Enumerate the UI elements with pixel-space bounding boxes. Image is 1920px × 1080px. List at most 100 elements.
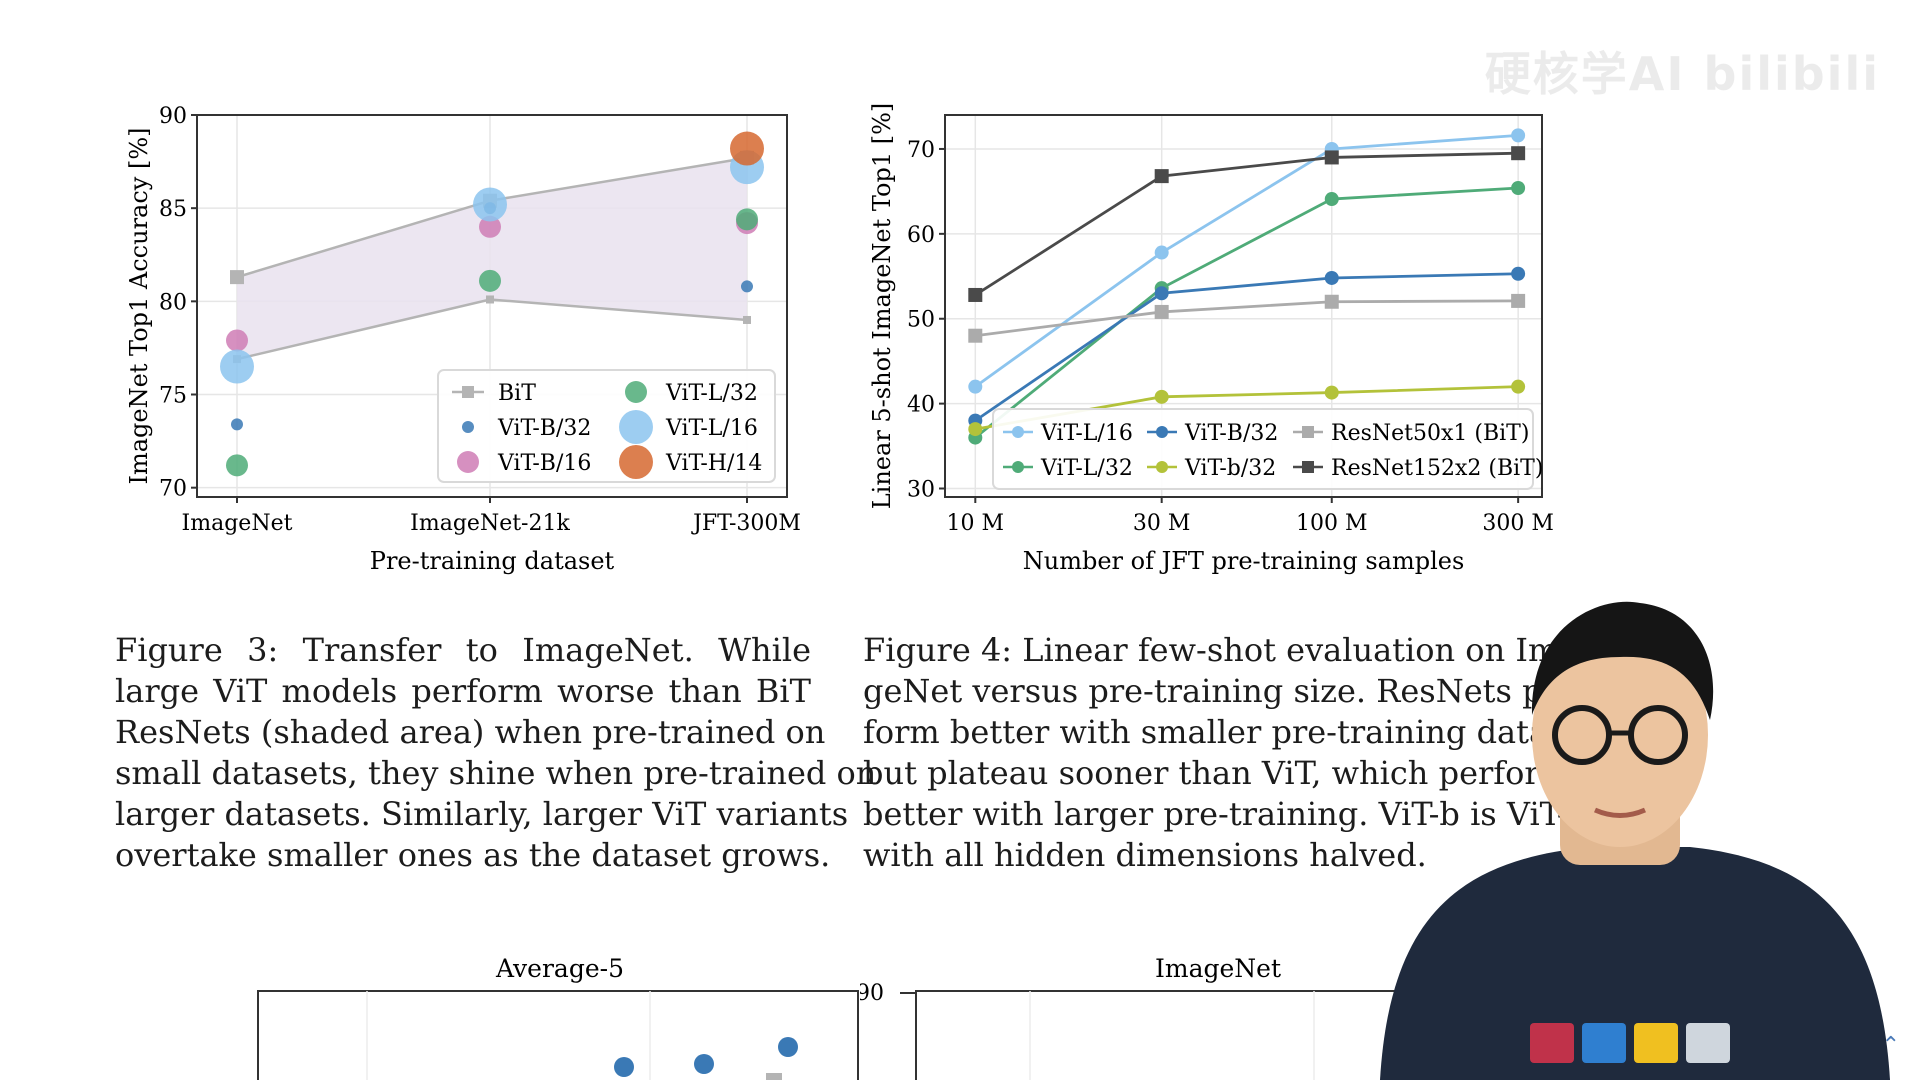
scroll-up-icon[interactable]: ⌃ bbox=[1881, 1033, 1900, 1058]
point-partial bbox=[778, 1037, 798, 1057]
series-line-ViT-L/16 bbox=[974, 133, 1519, 388]
legend-label: ViT-H/14 bbox=[665, 451, 762, 476]
point-ViT-b/32 bbox=[968, 422, 983, 437]
point-ViT-B/32 bbox=[741, 280, 753, 293]
point-partial bbox=[694, 1054, 714, 1074]
legend-label: ResNet152x2 (BiT) bbox=[1331, 456, 1543, 481]
legend-marker bbox=[625, 381, 647, 403]
point-ViT-L/32 bbox=[479, 269, 501, 292]
series-line-ViT-B/32 bbox=[974, 272, 1519, 422]
point-ViT-H/14 bbox=[730, 131, 764, 166]
legend-label: ViT-B/32 bbox=[497, 416, 591, 441]
point-ResNet152x2 (BiT) bbox=[1154, 169, 1169, 184]
y-tick-label: 85 bbox=[159, 197, 187, 222]
legend-label: ViT-B/16 bbox=[497, 451, 591, 476]
legend-marker bbox=[1156, 426, 1168, 438]
x-tick-label: ImageNet-21k bbox=[410, 511, 570, 536]
point-ViT-B/32 bbox=[1324, 270, 1339, 285]
point-ViT-B/16 bbox=[226, 329, 248, 352]
legend: ViT-L/16 ViT-B/32 ResNet50x1 (BiT) ViT-L/32… bbox=[992, 408, 1543, 490]
caption-line: large ViT models perform worse than BiT bbox=[115, 672, 811, 710]
legend-label: ViT-L/16 bbox=[1040, 421, 1133, 446]
x-tick-label: 300 M bbox=[1482, 511, 1554, 536]
point-ResNet50x1 (BiT) bbox=[1511, 293, 1526, 308]
legend-label: ViT-L/16 bbox=[665, 416, 758, 441]
presenter-video-overlay bbox=[1380, 601, 1890, 1080]
point-ViT-b/32 bbox=[1511, 379, 1526, 394]
caption-line: overtake smaller ones as the dataset gro… bbox=[115, 836, 831, 874]
legend-label: ViT-b/32 bbox=[1184, 456, 1276, 481]
series-line-ResNet50x1 (BiT) bbox=[975, 299, 1519, 338]
bit-lower-point bbox=[743, 315, 751, 324]
y-tick-label: 80 bbox=[159, 290, 187, 315]
point-ViT-L/32 bbox=[226, 454, 248, 477]
caption-line: better with larger pre-training. ViT-b i… bbox=[863, 795, 1592, 833]
point-ResNet50x1 (BiT) bbox=[1154, 304, 1169, 319]
point-ViT-b/32 bbox=[1324, 385, 1339, 400]
figure4-chart: 30 40 50 60 70 10 M 30 M 100 M 300 M Number of JF… bbox=[868, 103, 1554, 575]
plot-frame bbox=[944, 114, 1543, 498]
point-ViT-L/16 bbox=[1154, 245, 1169, 260]
series-line-ViT-L/32 bbox=[974, 186, 1519, 439]
chart-title: Average-5 bbox=[495, 954, 624, 983]
imagenet-chart: ImageNet 90 bbox=[860, 954, 1420, 1080]
y-tick-label: 70 bbox=[159, 477, 187, 502]
legend: BiT ViT-L/32 ViT-B/32 ViT-L/16 ViT-B/16 ViT-H… bbox=[437, 369, 776, 483]
presenter-figure bbox=[1380, 601, 1890, 1080]
x-axis-label: Number of JFT pre-training samples bbox=[1023, 547, 1465, 575]
point-BiT bbox=[230, 270, 244, 285]
legend-label: ViT-L/32 bbox=[665, 381, 758, 406]
series-line-ResNet152x2 (BiT) bbox=[974, 151, 1519, 297]
point-ViT-L/16 bbox=[473, 187, 507, 222]
y-tick-label: 70 bbox=[907, 138, 935, 163]
point-ViT-L/16 bbox=[968, 379, 983, 394]
point-ResNet50x1 (BiT) bbox=[968, 328, 983, 343]
legend-marker bbox=[1012, 426, 1024, 438]
figure3-chart: 70 75 80 85 90 ImageNet ImageNet-21k JFT-300M Pr… bbox=[125, 104, 801, 575]
legend-box bbox=[437, 369, 776, 483]
point-ResNet152x2 (BiT) bbox=[968, 287, 983, 302]
point-partial bbox=[614, 1057, 634, 1077]
legend-marker bbox=[462, 386, 474, 398]
channel-watermark: 硬核学AI bilibili bbox=[1484, 47, 1880, 101]
point-ViT-B/32 bbox=[1154, 286, 1169, 301]
caption-line: larger datasets. Similarly, larger ViT v… bbox=[115, 795, 849, 833]
legend-label: BiT bbox=[498, 381, 536, 406]
legend-label: ViT-L/32 bbox=[1040, 456, 1133, 481]
legend-box bbox=[992, 408, 1534, 490]
point-ViT-L/32 bbox=[1324, 192, 1339, 207]
figure4-caption: Figure 4: Linear few-shot evaluation on … bbox=[863, 630, 1592, 876]
legend-marker bbox=[1156, 461, 1168, 473]
point-ViT-L/16 bbox=[220, 349, 254, 384]
caption-line: with all hidden dimensions halved. bbox=[863, 836, 1427, 874]
caption-line: ResNets (shaded area) when pre-trained o… bbox=[115, 713, 826, 751]
legend-label: ResNet50x1 (BiT) bbox=[1331, 421, 1529, 446]
y-tick-label: 60 bbox=[907, 223, 935, 248]
y-tick-label: 50 bbox=[907, 308, 935, 333]
caption-line: Figure 3: Transfer to ImageNet. While bbox=[115, 631, 811, 669]
caption-line: Figure 4: Linear few-shot evaluation on … bbox=[863, 631, 1578, 669]
y-axis-label: Linear 5-shot ImageNet Top1 [%] bbox=[868, 103, 896, 510]
point-partial bbox=[766, 1073, 782, 1080]
x-axis-label: Pre-training dataset bbox=[370, 547, 615, 575]
average5-chart: Average-5 bbox=[257, 954, 859, 1080]
point-ViT-L/32 bbox=[736, 208, 758, 231]
legend-marker bbox=[1302, 461, 1314, 473]
y-tick-label: 90 bbox=[159, 104, 187, 129]
legend-marker bbox=[1302, 426, 1314, 438]
legend-marker bbox=[1012, 461, 1024, 473]
caption-line: small datasets, they shine when pre-trai… bbox=[115, 754, 877, 792]
y-tick-label: 30 bbox=[907, 478, 935, 503]
y-tick-label: 40 bbox=[907, 393, 935, 418]
legend-marker bbox=[457, 451, 479, 473]
x-tick-label: 30 M bbox=[1133, 511, 1191, 536]
point-ViT-B/16 bbox=[479, 215, 501, 238]
point-ResNet152x2 (BiT) bbox=[1511, 146, 1526, 161]
point-ResNet50x1 (BiT) bbox=[1324, 294, 1339, 309]
legend-marker bbox=[619, 410, 653, 444]
point-ViT-B/32 bbox=[231, 418, 243, 431]
point-ViT-L/16 bbox=[1511, 128, 1526, 143]
y-tick-label: 75 bbox=[159, 384, 187, 409]
x-tick-label: 100 M bbox=[1296, 511, 1368, 536]
caption-line: but plateau sooner than ViT, which perfo… bbox=[863, 754, 1571, 792]
